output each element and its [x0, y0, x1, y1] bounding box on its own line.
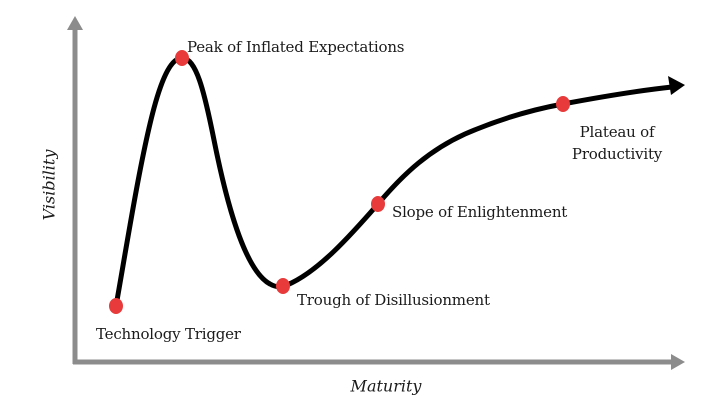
point-slope — [371, 196, 385, 212]
x-axis-title: Maturity — [350, 376, 422, 396]
label-plateau-line1: Plateau of — [579, 123, 655, 141]
label-technology-trigger: Technology Trigger — [96, 325, 241, 343]
hype-curve — [113, 55, 675, 309]
y-axis-title: Visibility — [39, 149, 59, 221]
label-plateau: Plateau of Productivity — [561, 121, 673, 165]
label-slope: Slope of Enlightenment — [392, 203, 568, 221]
label-plateau-line2: Productivity — [571, 145, 663, 163]
curve-arrow-icon — [668, 76, 685, 95]
label-peak: Peak of Inflated Expectations — [187, 38, 405, 56]
point-trough — [276, 278, 290, 294]
point-peak — [175, 50, 189, 66]
label-trough: Trough of Disillusionment — [297, 291, 490, 309]
y-axis-arrow-icon — [67, 16, 83, 30]
x-axis-arrow-icon — [671, 354, 685, 370]
point-plateau — [556, 96, 570, 112]
point-technology-trigger — [109, 298, 123, 314]
x-axis — [73, 354, 685, 370]
y-axis — [67, 16, 83, 364]
